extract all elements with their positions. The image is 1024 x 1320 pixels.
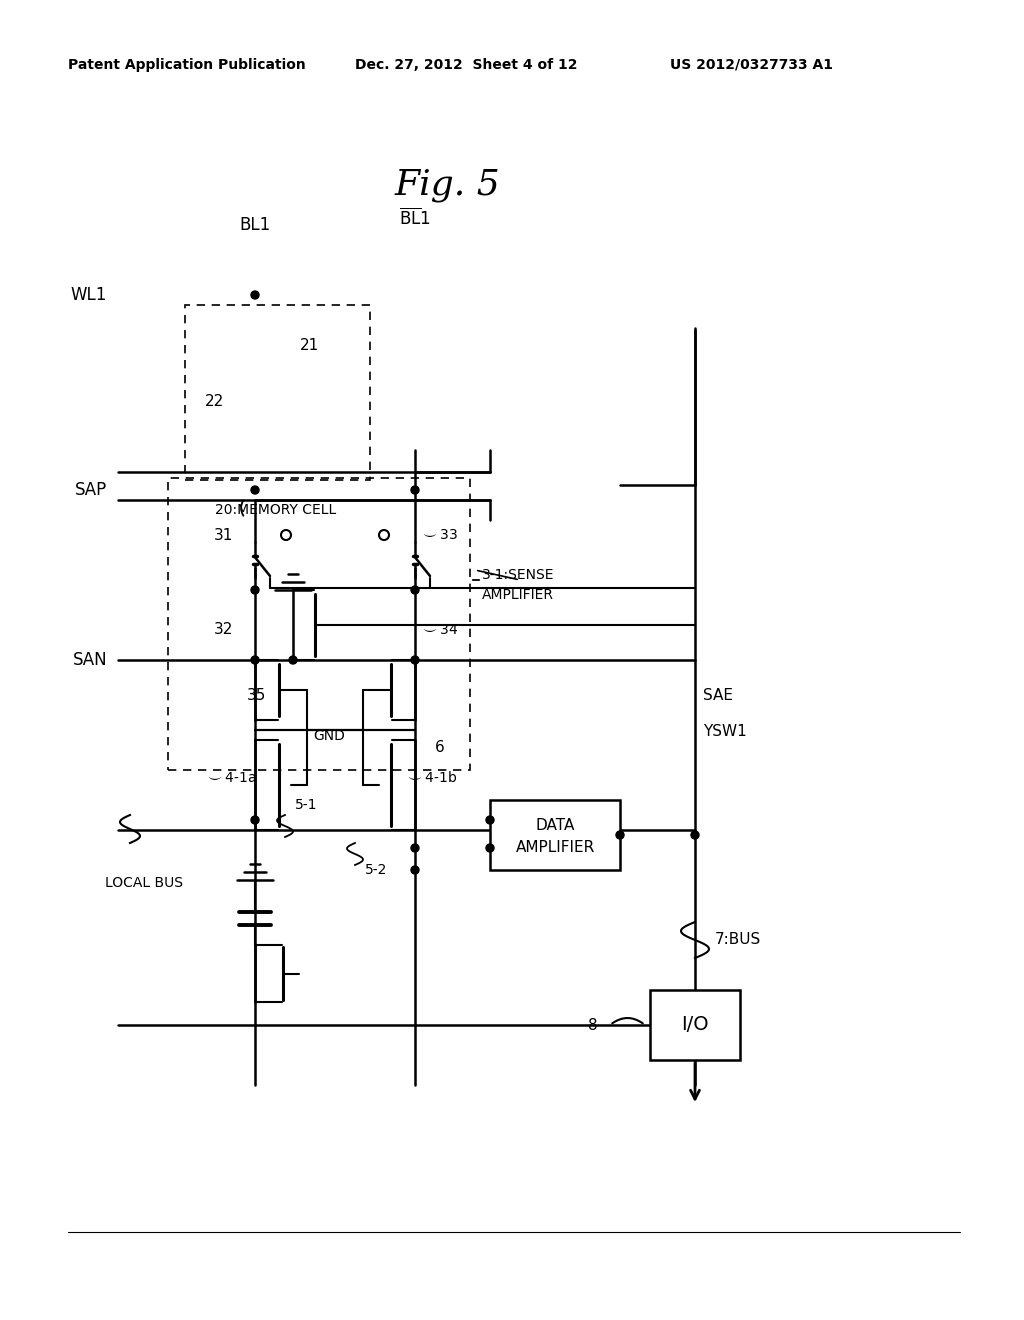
Bar	[185, 305, 370, 480]
Text: 3-1:SENSE: 3-1:SENSE	[482, 568, 555, 582]
Text: $\smile$4-1b: $\smile$4-1b	[406, 771, 458, 785]
Text: 8: 8	[589, 1018, 598, 1032]
Text: $\smile$33: $\smile$33	[420, 528, 458, 543]
Text: $\overline{\mathrm{BL}}$1: $\overline{\mathrm{BL}}$1	[399, 207, 431, 228]
Circle shape	[251, 486, 259, 494]
Circle shape	[281, 531, 291, 540]
Text: $\smile$4-1a: $\smile$4-1a	[205, 771, 257, 785]
Text: WL1: WL1	[71, 286, 106, 304]
Circle shape	[411, 586, 419, 594]
Bar	[650, 990, 740, 1060]
Circle shape	[379, 531, 389, 540]
Text: AMPLIFIER: AMPLIFIER	[482, 587, 554, 602]
Text: $\smile$34: $\smile$34	[420, 623, 459, 638]
Text: LOCAL BUS: LOCAL BUS	[105, 876, 183, 890]
Text: Dec. 27, 2012  Sheet 4 of 12: Dec. 27, 2012 Sheet 4 of 12	[355, 58, 578, 73]
Circle shape	[411, 866, 419, 874]
Text: SAE: SAE	[703, 688, 733, 702]
Circle shape	[251, 656, 259, 664]
Circle shape	[411, 656, 419, 664]
Text: 20:MEMORY CELL: 20:MEMORY CELL	[215, 503, 336, 517]
Text: BL1: BL1	[240, 216, 270, 234]
Text: 32: 32	[214, 623, 233, 638]
Text: 6: 6	[435, 741, 444, 755]
Text: US 2012/0327733 A1: US 2012/0327733 A1	[670, 58, 833, 73]
Text: 31: 31	[214, 528, 233, 543]
Text: SAN: SAN	[73, 651, 106, 669]
Text: 35: 35	[247, 688, 266, 702]
Text: 5-1: 5-1	[295, 799, 317, 812]
Text: 21: 21	[300, 338, 319, 354]
Circle shape	[691, 832, 699, 840]
Text: I/O: I/O	[681, 1015, 709, 1035]
Text: SAP: SAP	[75, 480, 106, 499]
Circle shape	[251, 586, 259, 594]
Circle shape	[486, 843, 494, 851]
Circle shape	[486, 816, 494, 824]
Text: DATA: DATA	[536, 817, 574, 833]
Text: AMPLIFIER: AMPLIFIER	[515, 840, 595, 854]
Circle shape	[289, 656, 297, 664]
Bar	[168, 478, 470, 770]
Bar	[490, 800, 620, 870]
Text: 5-2: 5-2	[365, 863, 387, 876]
Circle shape	[616, 832, 624, 840]
Circle shape	[411, 486, 419, 494]
Text: YSW1: YSW1	[703, 725, 746, 739]
Text: Patent Application Publication: Patent Application Publication	[68, 58, 306, 73]
Text: GND: GND	[313, 729, 345, 743]
Circle shape	[251, 290, 259, 300]
Text: Fig. 5: Fig. 5	[395, 168, 501, 202]
Circle shape	[411, 843, 419, 851]
Text: 22: 22	[205, 393, 224, 408]
Circle shape	[251, 816, 259, 824]
Text: 7:BUS: 7:BUS	[715, 932, 761, 948]
